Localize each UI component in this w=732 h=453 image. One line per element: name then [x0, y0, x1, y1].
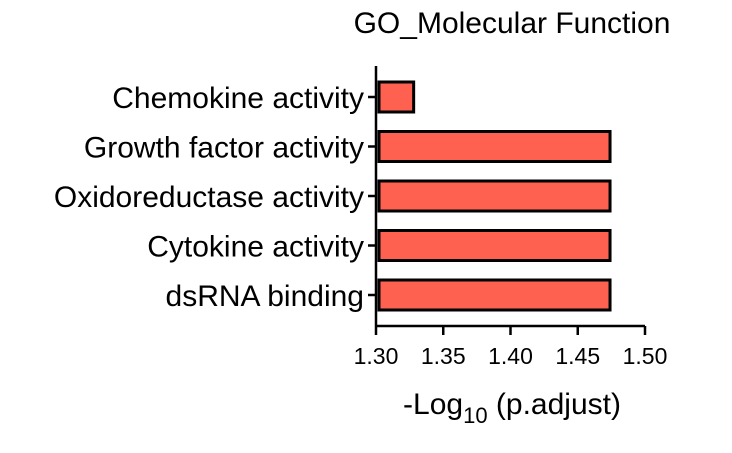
x-tick-label: 1.45	[555, 343, 600, 369]
chart-title: GO_Molecular Function	[354, 7, 671, 40]
x-axis-title: -Log10 (p.adjust)	[403, 388, 621, 428]
category-label: Oxidoreductase activity	[54, 181, 364, 214]
x-tick-label: 1.30	[354, 343, 399, 369]
x-axis-title-subscript: 10	[463, 403, 487, 428]
category-label: Cytokine activity	[147, 231, 364, 264]
category-label: Growth factor activity	[84, 132, 364, 165]
x-tick-label: 1.35	[421, 343, 466, 369]
category-label: Chemokine activity	[112, 82, 364, 115]
x-tick-label: 1.40	[488, 343, 533, 369]
x-axis-title-main: -Log	[403, 388, 463, 421]
bars-layer	[377, 80, 612, 312]
bar	[377, 80, 416, 114]
bar	[377, 130, 612, 163]
bar	[377, 229, 612, 262]
bar	[377, 278, 612, 312]
bar	[377, 179, 612, 213]
x-axis-title-rest: (p.adjust)	[488, 388, 621, 421]
x-tick-labels: 1.30 1.35 1.40 1.45 1.50	[354, 343, 668, 369]
category-label: dsRNA binding	[166, 280, 364, 313]
category-labels: Chemokine activity Growth factor activity…	[54, 82, 364, 313]
axes-layer	[368, 66, 647, 335]
x-tick-label: 1.50	[623, 343, 668, 369]
